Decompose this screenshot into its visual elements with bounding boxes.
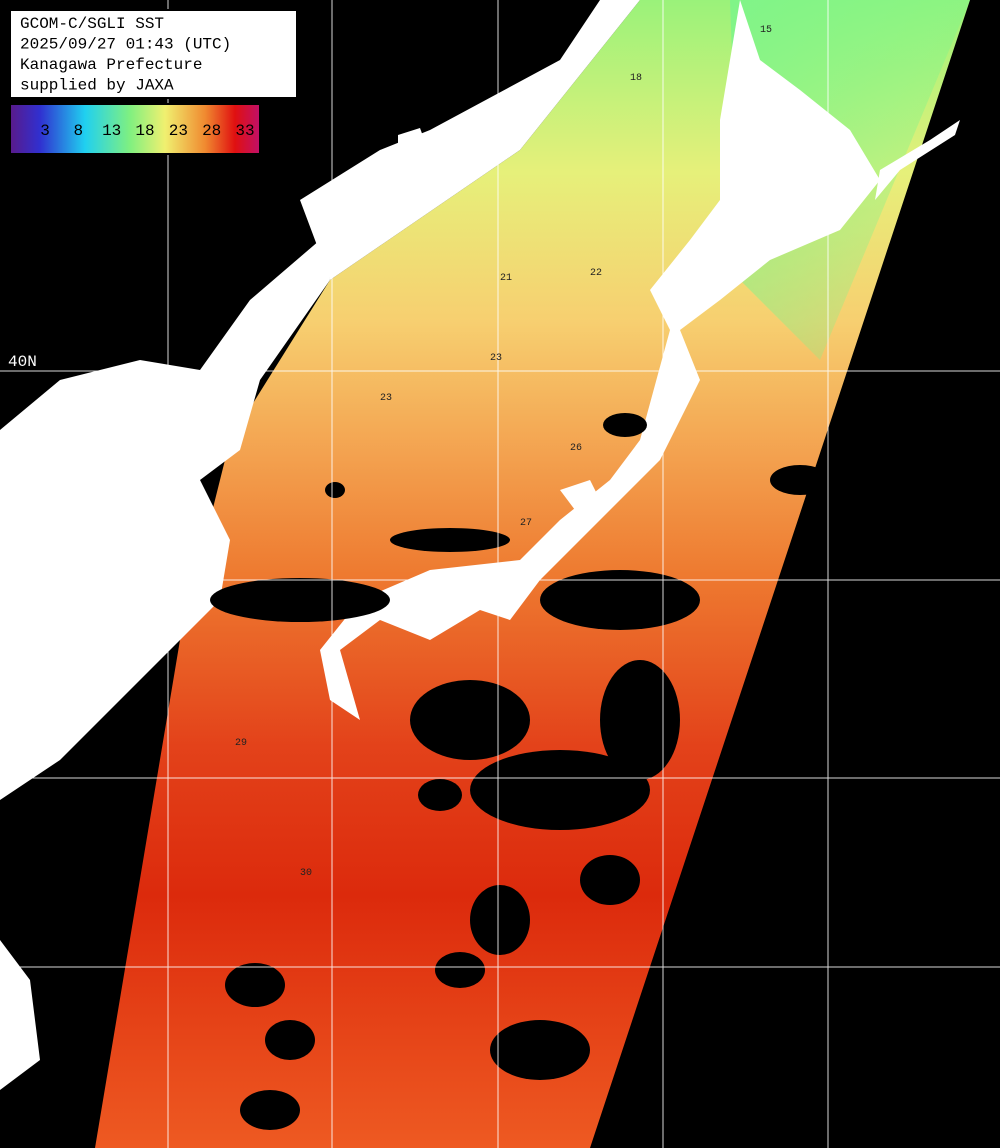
contour-label: 21 — [500, 273, 512, 284]
contour-label: 27 — [520, 518, 532, 529]
lat-labels: 40N 30N — [8, 353, 37, 779]
colorbar: 3 8 13 18 23 28 33 — [9, 103, 261, 155]
colorbar-tick: 33 — [235, 122, 254, 140]
lat-label: 30N — [8, 761, 37, 779]
header-line: supplied by JAXA — [20, 77, 174, 95]
contour-label: 30 — [300, 868, 312, 879]
colorbar-tick: 28 — [202, 122, 221, 140]
header-line: Kanagawa Prefecture — [20, 56, 202, 74]
land — [0, 0, 960, 1090]
lat-label: 40N — [8, 353, 37, 371]
contour-labels: 15 18 21 22 23 23 26 27 29 30 — [235, 25, 772, 879]
colorbar-tick: 23 — [169, 122, 188, 140]
contour-label: 23 — [380, 393, 392, 404]
header-line: 2025/09/27 01:43 (UTC) — [20, 36, 231, 54]
contour-label: 22 — [590, 268, 602, 279]
colorbar-tick: 18 — [135, 122, 154, 140]
contour-label: 26 — [570, 443, 582, 454]
contour-label: 18 — [630, 73, 642, 84]
contour-label: 29 — [235, 738, 247, 749]
header-box: GCOM-C/SGLI SST 2025/09/27 01:43 (UTC) Kan… — [9, 9, 298, 99]
colorbar-tick: 13 — [102, 122, 121, 140]
header-line: GCOM-C/SGLI SST — [20, 15, 164, 33]
colorbar-tick: 8 — [74, 122, 84, 140]
contour-label: 15 — [760, 25, 772, 36]
colorbar-tick: 3 — [40, 122, 50, 140]
contour-label: 23 — [490, 353, 502, 364]
clouds — [210, 413, 830, 1130]
